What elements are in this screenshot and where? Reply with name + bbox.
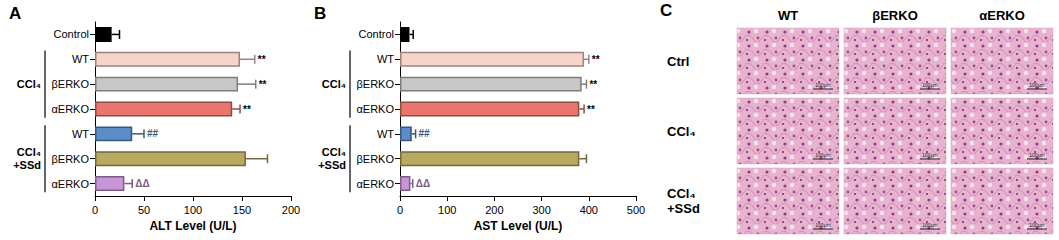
svg-text:500: 500 [627,204,645,216]
svg-text:**: ** [243,104,251,115]
svg-text:**: ** [259,79,267,90]
svg-text:WT: WT [377,128,394,140]
svg-text:100μm: 100μm [922,222,937,228]
svg-text:ΔΔ: ΔΔ [416,178,430,189]
svg-text:+SSd: +SSd [318,159,346,171]
svg-text:ALT Level (U/L): ALT Level (U/L) [149,219,236,233]
svg-text:##: ## [419,128,431,139]
svg-text:βERKO: βERKO [872,8,918,23]
svg-text:αERKO: αERKO [51,178,89,190]
svg-text:βERKO: βERKO [356,78,394,90]
svg-text:50: 50 [138,204,150,216]
svg-text:A: A [9,4,21,23]
svg-text:100μm: 100μm [922,82,937,88]
svg-text:100: 100 [184,204,202,216]
svg-text:**: ** [589,79,597,90]
svg-text:150: 150 [233,204,251,216]
svg-text:100μm: 100μm [1029,222,1044,228]
svg-text:100μm: 100μm [815,222,830,228]
svg-text:100μm: 100μm [815,82,830,88]
svg-text:200: 200 [485,204,503,216]
svg-text:100μm: 100μm [815,152,830,158]
svg-text:WT: WT [778,8,798,23]
svg-text:αERKO: αERKO [51,103,89,115]
svg-text:**: ** [592,54,600,65]
svg-text:100μm: 100μm [922,152,937,158]
svg-text:αERKO: αERKO [356,178,394,190]
svg-text:CCl₄: CCl₄ [17,78,41,90]
svg-text:WT: WT [377,53,394,65]
svg-text:ΔΔ: ΔΔ [135,178,149,189]
svg-text:**: ** [587,104,595,115]
svg-text:βERKO: βERKO [51,153,89,165]
svg-text:CCl₄: CCl₄ [667,124,696,139]
svg-text:CCl₄: CCl₄ [17,146,41,158]
svg-text:Ctrl: Ctrl [667,54,689,69]
svg-text:Control: Control [54,28,89,40]
svg-text:CCl₄: CCl₄ [322,146,346,158]
svg-text:0: 0 [397,204,403,216]
svg-text:+SSd: +SSd [13,159,41,171]
svg-text:100: 100 [438,204,456,216]
svg-text:200: 200 [282,204,300,216]
svg-text:300: 300 [532,204,550,216]
svg-text:αERKO: αERKO [356,103,394,115]
svg-text:B: B [314,4,326,23]
svg-text:0: 0 [92,204,98,216]
svg-text:CCl₄+SSd: CCl₄+SSd [667,186,700,216]
svg-text:AST Level (U/L): AST Level (U/L) [474,219,563,233]
svg-text:100μm: 100μm [1029,82,1044,88]
svg-text:βERKO: βERKO [356,153,394,165]
svg-text:C: C [660,1,672,20]
svg-text:Control: Control [359,28,394,40]
svg-text:βERKO: βERKO [51,78,89,90]
svg-text:##: ## [147,128,159,139]
svg-text:WT: WT [72,128,89,140]
svg-text:WT: WT [72,53,89,65]
svg-text:αERKO: αERKO [979,8,1025,23]
svg-text:400: 400 [580,204,598,216]
svg-text:CCl₄: CCl₄ [322,78,346,90]
svg-text:**: ** [258,54,266,65]
svg-text:100μm: 100μm [1029,152,1044,158]
